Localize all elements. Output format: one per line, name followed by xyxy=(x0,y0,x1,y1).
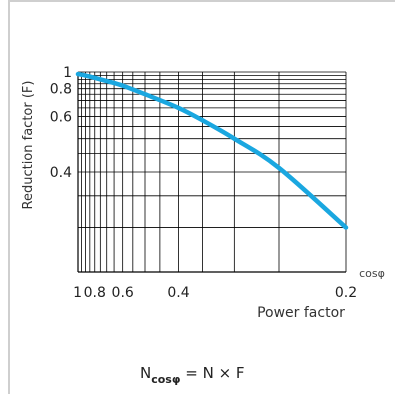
frame-top-border xyxy=(8,0,395,2)
x-tick-label: 0.4 xyxy=(167,285,189,301)
y-tick-label: 0.4 xyxy=(50,165,72,181)
y-tick-label: 1 xyxy=(63,65,72,81)
y-tick-labels: 10.8 0.6 0.4 xyxy=(50,65,72,181)
x-tick-label: 0.8 xyxy=(84,285,106,301)
y-tick-label: 0.8 xyxy=(50,82,72,98)
x-tick-label: 1 xyxy=(73,285,82,301)
formula-subscript: cosφ xyxy=(151,373,181,386)
formula-rhs: = N × F xyxy=(185,364,245,382)
formula-lhs: N xyxy=(140,364,152,382)
x-tick-labels: 1 0.8 0.6 0.4 0.2 xyxy=(73,285,357,301)
y-tick-label: 0.6 xyxy=(50,109,72,125)
y-axis-label: Reduction factor (F) xyxy=(21,81,36,210)
x-axis-symbol: cosφ xyxy=(359,267,385,280)
x-tick-label: 0.2 xyxy=(335,285,357,301)
formula: Ncosφ = N × F xyxy=(140,364,245,386)
frame-left-border xyxy=(8,0,10,394)
x-axis-label: Power factor xyxy=(257,305,345,321)
x-tick-label: 0.6 xyxy=(112,285,134,301)
horizontal-grid xyxy=(78,71,346,228)
reduction-factor-curve xyxy=(75,71,349,230)
